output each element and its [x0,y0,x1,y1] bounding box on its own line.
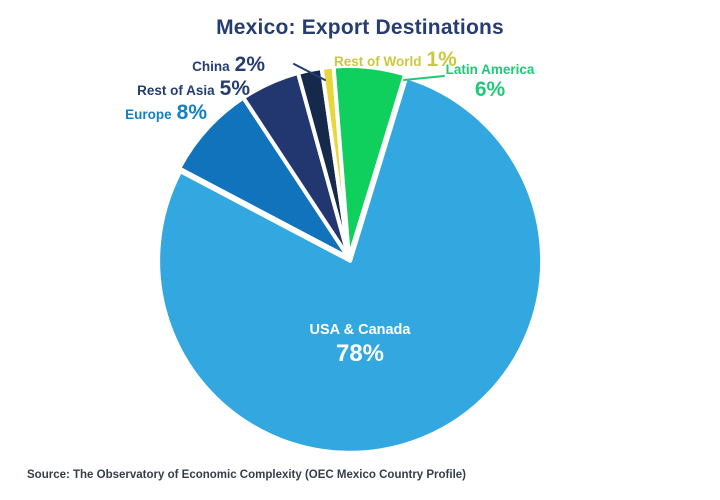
slice-percent: 78% [335,340,385,367]
slice-label-rest-of-asia: Rest of Asia 5% [137,77,250,101]
slice-percent: 5% [219,77,250,100]
slice-label-usa-canada: USA & Canada 78% [270,322,450,368]
slice-name: Rest of Asia [137,83,215,98]
slice-percent: 6% [474,78,506,101]
slice-percent: 2% [234,53,265,76]
slice-label-rest-of-world: Rest of World 1% [334,48,457,72]
leader-line-latin-america [403,75,445,81]
slice-name: Rest of World [334,54,422,69]
slice-label-europe: Europe 8% [125,101,207,125]
slice-name: Latin America [445,62,535,77]
leader-line-china [293,63,326,81]
slice-name: USA & Canada [309,322,411,338]
slice-name: China [192,59,230,74]
slice-name: Europe [125,107,172,122]
chart-title: Mexico: Export Destinations [216,16,504,39]
slice-label-latin-america: Latin America 6% [438,62,542,102]
pie-slice-latin-america [331,64,408,260]
slice-percent: 8% [176,101,207,124]
source-note: Source: The Observatory of Economic Comp… [27,469,466,481]
slice-percent: 1% [426,48,457,71]
pie-slice-usa-canada [156,75,545,455]
slice-label-china: China 2% [192,53,265,77]
